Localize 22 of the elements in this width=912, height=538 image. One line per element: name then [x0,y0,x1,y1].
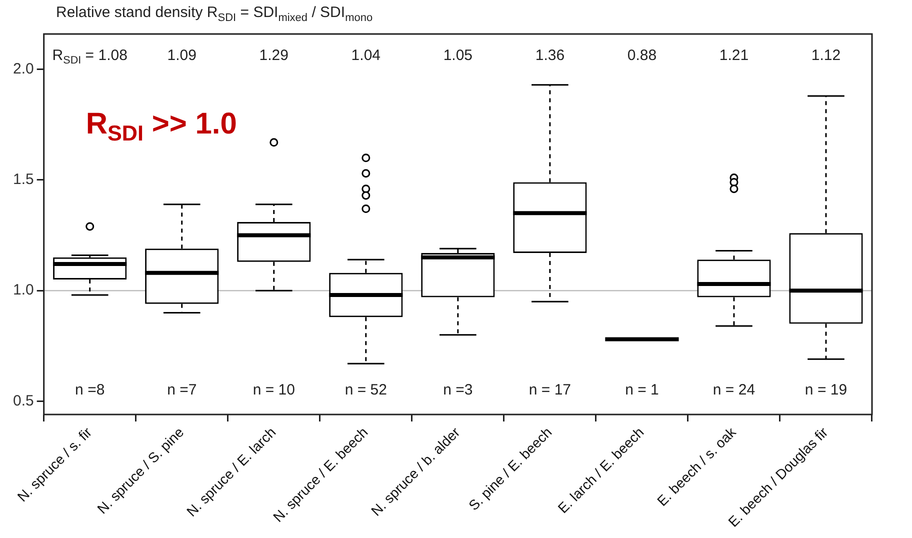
y-tick-label: 1.5 [12,171,34,188]
annotation: n =8 [75,382,105,399]
annotation: n = 19 [804,382,848,399]
annotation: 1.09 [167,47,196,64]
annotation: 1.05 [443,47,473,64]
annotation: n = 24 [712,382,756,399]
annotation: 1.04 [351,47,381,64]
annotation: n =3 [443,382,473,399]
y-tick-label: 1.0 [12,282,34,299]
annotation: n = 52 [344,382,387,399]
annotation: n = 10 [252,382,295,399]
annotation: n =7 [167,382,197,399]
annotation: 1.29 [259,47,288,64]
annotation: 1.36 [535,47,565,64]
annotation: n = 17 [528,382,572,399]
chart-title: Relative stand density R$_{SDI}$ = SDI$_{mixed}$ / SDI$_{mono}$ [56,4,373,24]
annotation: 1.12 [811,47,841,64]
annotation: n = 1 [625,382,659,399]
y-tick-label: 0.5 [12,392,34,410]
annotation: 0.88 [627,47,657,64]
annotation: 1.21 [719,47,749,64]
y-tick-label: 2.0 [12,60,34,78]
